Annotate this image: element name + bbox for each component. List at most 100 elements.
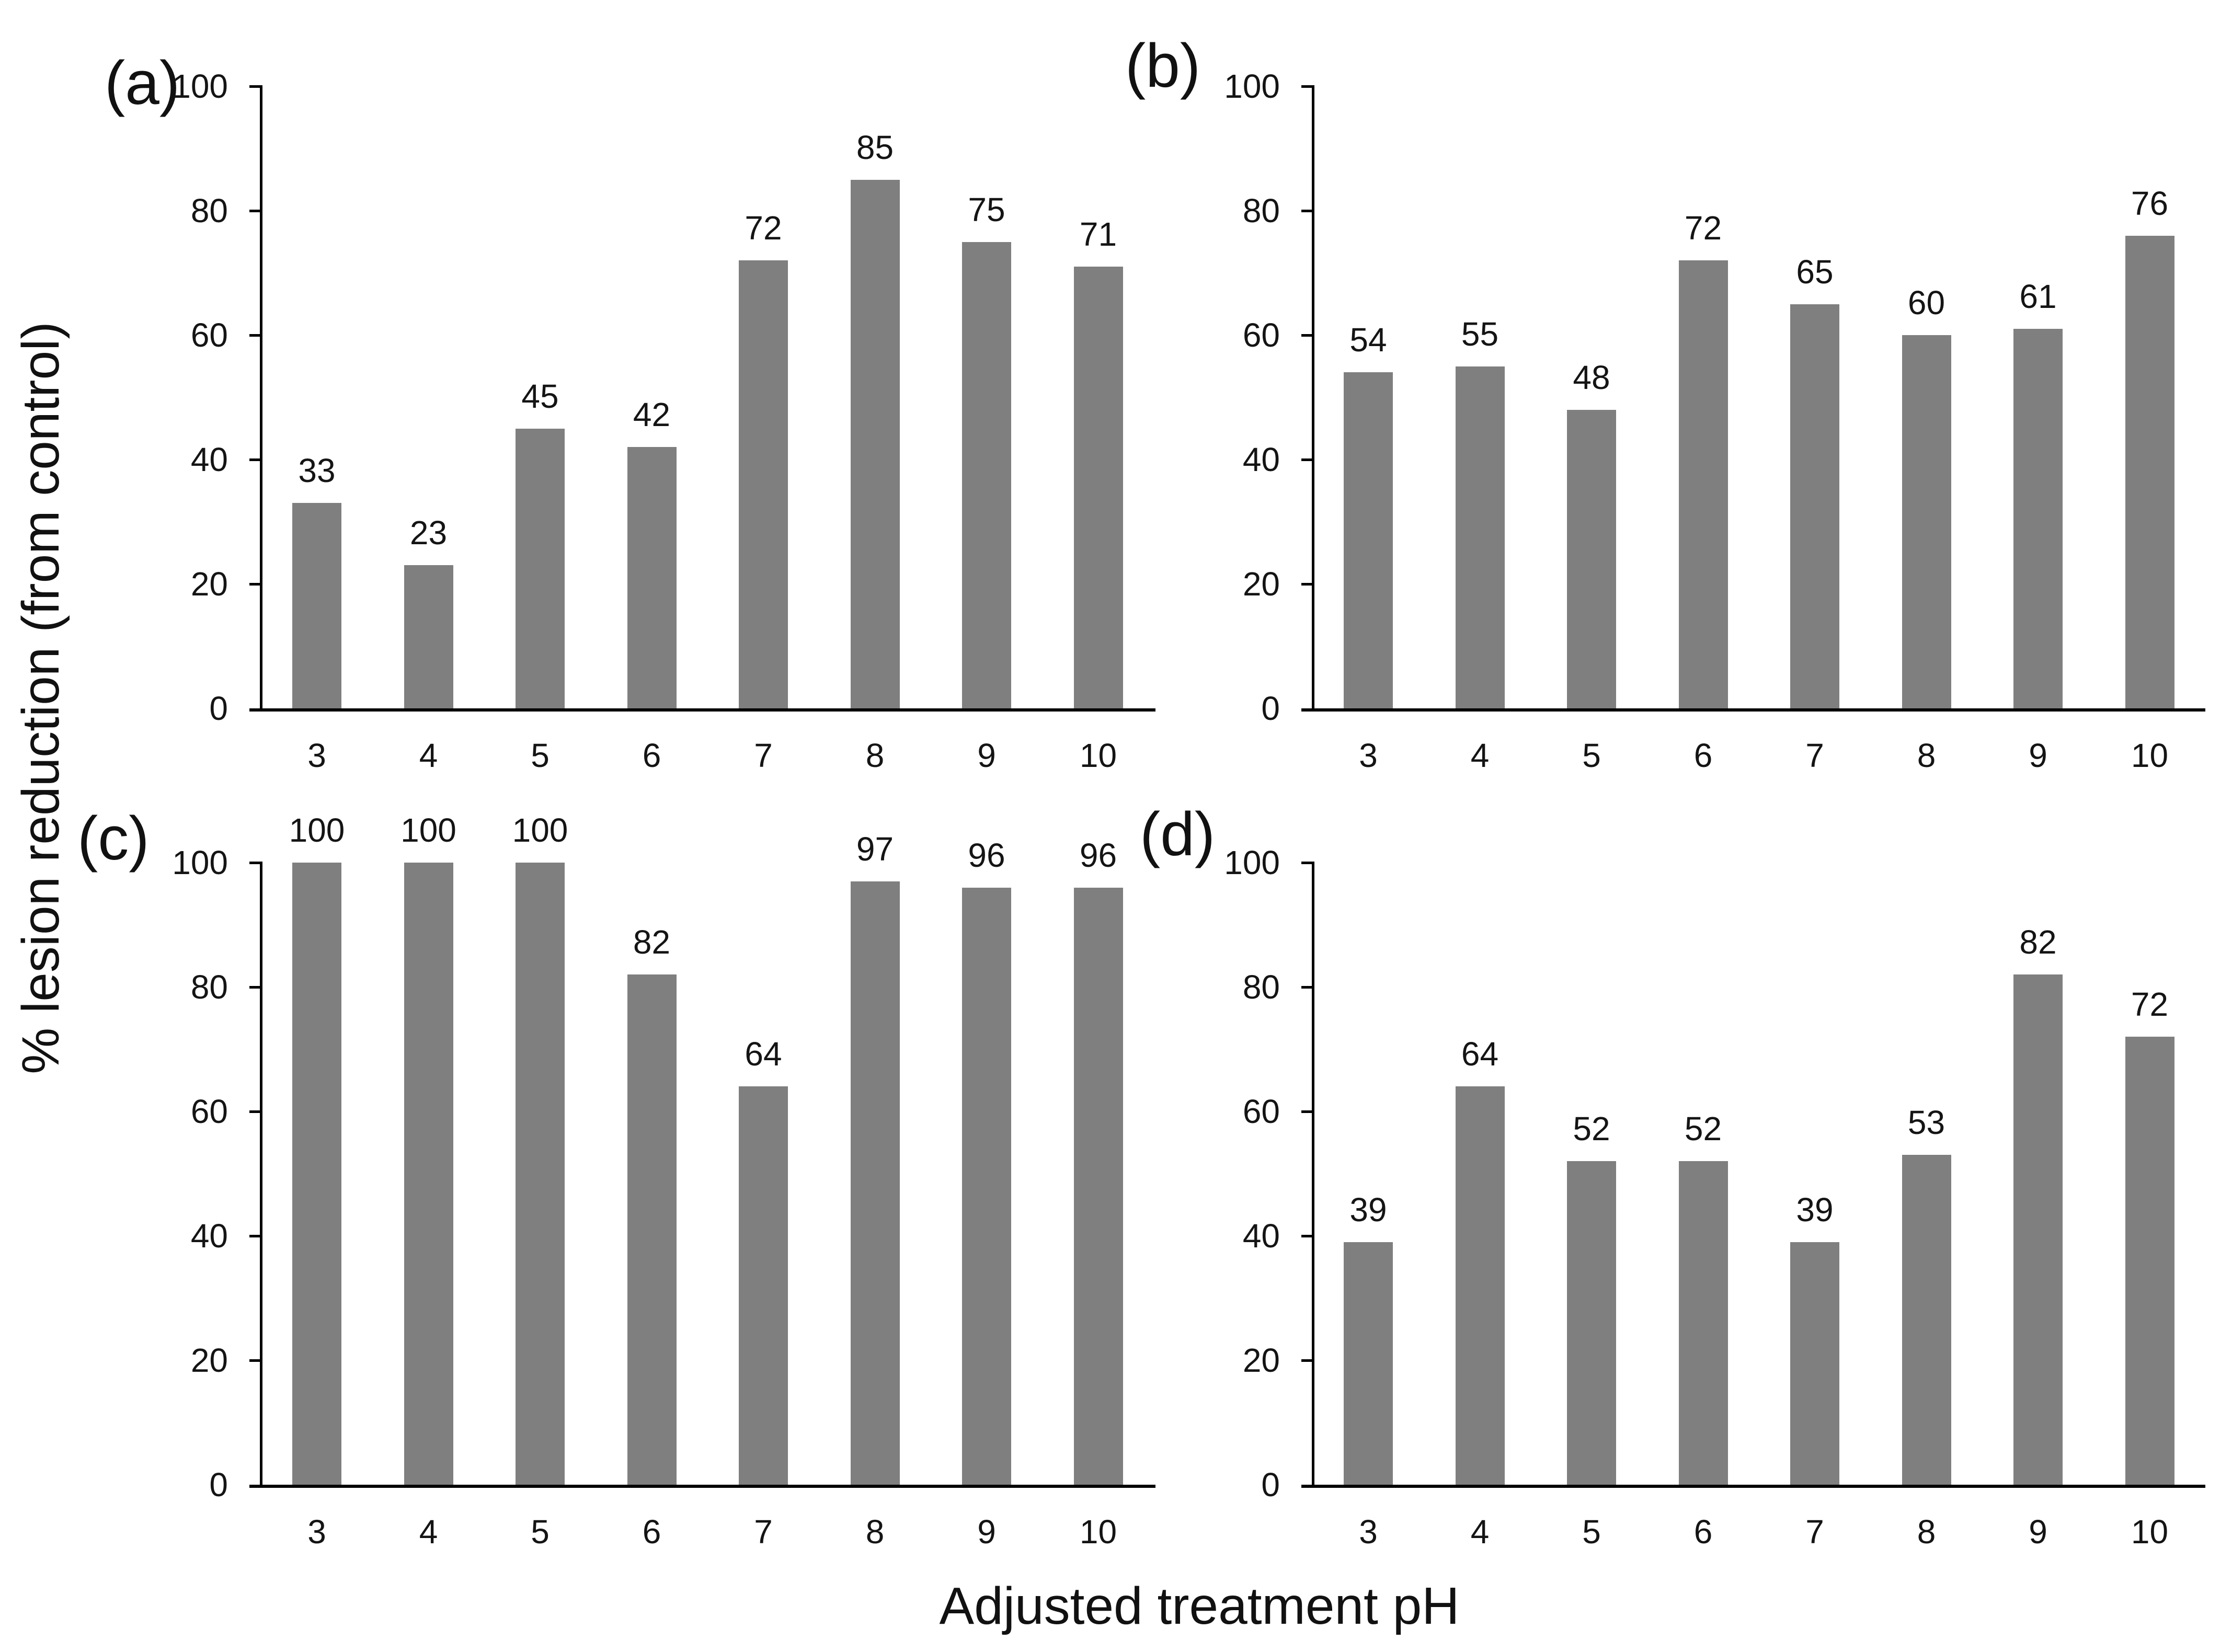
y-tick-d-100 xyxy=(1301,862,1314,864)
y-axis-line-c xyxy=(260,863,262,1488)
bar-value-label-c-ph6: 82 xyxy=(633,923,671,961)
x-tick-label-a-4: 4 xyxy=(419,737,438,774)
bar-value-label-b-ph9: 61 xyxy=(2019,278,2057,316)
y-tick-a-80 xyxy=(249,210,262,212)
y-tick-label-a-40: 40 xyxy=(190,441,228,478)
bar-value-label-c-ph5: 100 xyxy=(512,811,568,849)
y-tick-label-a-0: 0 xyxy=(209,690,228,727)
bar-a-ph10 xyxy=(1073,267,1123,708)
bar-a-ph9 xyxy=(962,242,1011,708)
bar-value-label-c-ph4: 100 xyxy=(400,811,456,849)
y-tick-c-80 xyxy=(249,986,262,989)
bar-b-ph9 xyxy=(2013,329,2063,708)
bar-value-label-b-ph6: 72 xyxy=(1684,209,1722,247)
y-tick-a-20 xyxy=(249,583,262,586)
bar-b-ph8 xyxy=(1902,335,1951,708)
y-tick-d-60 xyxy=(1301,1110,1314,1113)
bar-value-label-a-ph5: 45 xyxy=(521,377,559,415)
x-tick-label-b-6: 6 xyxy=(1693,737,1713,774)
x-tick-label-d-4: 4 xyxy=(1470,1513,1490,1551)
x-tick-label-a-8: 8 xyxy=(865,737,885,774)
x-axis-line-b xyxy=(1301,708,2205,712)
y-axis-title: % lesion reduction (from control) xyxy=(12,322,70,1074)
x-tick-label-a-7: 7 xyxy=(754,737,773,774)
y-tick-label-b-40: 40 xyxy=(1242,441,1280,478)
x-tick-label-c-7: 7 xyxy=(754,1513,773,1551)
y-tick-label-b-60: 60 xyxy=(1242,316,1280,354)
panel-label-c: (c) xyxy=(77,804,150,873)
x-tick-label-c-8: 8 xyxy=(865,1513,885,1551)
x-tick-label-d-3: 3 xyxy=(1359,1513,1378,1551)
x-tick-label-b-8: 8 xyxy=(1917,737,1936,774)
y-tick-label-d-20: 20 xyxy=(1242,1341,1280,1379)
y-tick-b-20 xyxy=(1301,583,1314,586)
bar-a-ph8 xyxy=(850,179,900,708)
x-tick-label-d-5: 5 xyxy=(1582,1513,1601,1551)
y-tick-label-a-80: 80 xyxy=(190,192,228,230)
x-tick-label-b-10: 10 xyxy=(2131,737,2169,774)
bar-b-ph7 xyxy=(1790,304,1839,708)
bar-b-ph3 xyxy=(1344,372,1393,708)
bar-a-ph3 xyxy=(292,503,341,708)
bar-c-ph9 xyxy=(962,887,1011,1485)
bar-a-ph5 xyxy=(516,428,565,708)
x-tick-label-a-6: 6 xyxy=(642,737,661,774)
bar-b-ph10 xyxy=(2125,235,2174,708)
x-tick-label-c-6: 6 xyxy=(642,1513,661,1551)
bar-d-ph7 xyxy=(1790,1242,1839,1485)
y-tick-label-c-100: 100 xyxy=(172,844,228,881)
bar-value-label-a-ph8: 85 xyxy=(856,128,894,166)
panel-label-a: (a) xyxy=(105,49,180,118)
bar-value-label-a-ph3: 33 xyxy=(298,452,336,490)
x-tick-label-d-9: 9 xyxy=(2029,1513,2047,1551)
bar-d-ph6 xyxy=(1678,1161,1728,1485)
bar-c-ph3 xyxy=(292,863,341,1485)
bar-value-label-d-ph8: 53 xyxy=(1907,1104,1945,1142)
bar-value-label-d-ph5: 52 xyxy=(1573,1110,1610,1148)
bar-c-ph5 xyxy=(516,863,565,1485)
bar-value-label-b-ph10: 76 xyxy=(2131,184,2169,222)
bar-value-label-c-ph10: 96 xyxy=(1079,836,1117,874)
y-tick-label-c-80: 80 xyxy=(190,968,228,1006)
bar-d-ph8 xyxy=(1902,1155,1951,1485)
bar-value-label-c-ph8: 97 xyxy=(856,830,894,868)
y-tick-label-c-40: 40 xyxy=(190,1217,228,1255)
bar-c-ph10 xyxy=(1073,887,1123,1485)
y-tick-label-d-100: 100 xyxy=(1224,844,1280,881)
bar-a-ph7 xyxy=(739,260,788,708)
y-tick-label-d-0: 0 xyxy=(1261,1466,1280,1504)
bar-value-label-d-ph10: 72 xyxy=(2131,985,2169,1024)
y-tick-label-d-80: 80 xyxy=(1242,968,1280,1006)
x-tick-label-b-4: 4 xyxy=(1470,737,1490,774)
bar-value-label-b-ph8: 60 xyxy=(1907,284,1945,322)
y-tick-label-a-60: 60 xyxy=(190,316,228,354)
y-tick-c-60 xyxy=(249,1110,262,1113)
y-axis-line-b xyxy=(1312,86,1314,712)
y-tick-label-b-100: 100 xyxy=(1224,67,1280,105)
y-tick-label-b-80: 80 xyxy=(1242,192,1280,230)
x-tick-label-a-3: 3 xyxy=(307,737,326,774)
bar-value-label-d-ph4: 64 xyxy=(1461,1035,1499,1073)
bar-b-ph6 xyxy=(1678,260,1728,708)
panel-label-b: (b) xyxy=(1125,31,1201,100)
x-tick-label-d-6: 6 xyxy=(1693,1513,1713,1551)
bar-value-label-b-ph5: 48 xyxy=(1573,358,1610,396)
y-tick-c-20 xyxy=(249,1359,262,1362)
x-axis-line-a xyxy=(249,708,1155,712)
bar-b-ph5 xyxy=(1567,409,1616,708)
x-tick-label-c-10: 10 xyxy=(1079,1513,1117,1551)
x-axis-line-c xyxy=(249,1485,1155,1488)
x-tick-label-a-5: 5 xyxy=(531,737,550,774)
bar-value-label-a-ph6: 42 xyxy=(633,396,671,434)
x-tick-label-d-8: 8 xyxy=(1917,1513,1936,1551)
y-tick-a-60 xyxy=(249,334,262,337)
y-tick-label-b-0: 0 xyxy=(1261,690,1280,727)
y-tick-b-40 xyxy=(1301,458,1314,461)
bar-c-ph7 xyxy=(739,1086,788,1485)
bar-d-ph9 xyxy=(2013,974,2063,1485)
bar-d-ph10 xyxy=(2125,1037,2174,1485)
x-tick-label-d-7: 7 xyxy=(1805,1513,1824,1551)
bar-b-ph4 xyxy=(1455,366,1505,708)
y-tick-label-c-60: 60 xyxy=(190,1093,228,1130)
